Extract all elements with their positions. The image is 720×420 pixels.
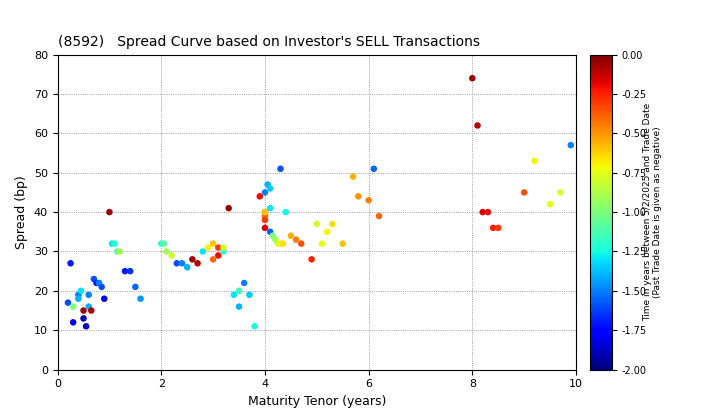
Point: [158, 240, 170, 247]
Point: [83, 303, 94, 310]
Point: [472, 122, 483, 129]
Point: [81, 323, 92, 330]
Point: [91, 280, 102, 286]
Point: [259, 189, 271, 196]
Point: [259, 213, 271, 219]
Point: [197, 248, 209, 255]
Point: [109, 240, 120, 247]
Point: [275, 165, 287, 172]
Point: [114, 248, 125, 255]
Point: [217, 248, 229, 255]
Point: [186, 256, 198, 263]
Point: [353, 193, 364, 199]
Point: [112, 248, 123, 255]
Point: [68, 303, 79, 310]
Y-axis label: Spread (bp): Spread (bp): [15, 175, 28, 249]
Point: [78, 315, 89, 322]
Point: [259, 209, 271, 215]
Point: [264, 228, 276, 235]
Point: [368, 165, 379, 172]
Point: [518, 189, 530, 196]
Point: [262, 181, 274, 188]
Point: [554, 189, 566, 196]
Point: [73, 291, 84, 298]
Point: [125, 268, 136, 275]
Point: [212, 244, 224, 251]
Point: [316, 240, 328, 247]
Point: [65, 260, 76, 267]
Point: [228, 291, 240, 298]
Point: [238, 280, 250, 286]
Point: [467, 75, 478, 81]
Point: [130, 284, 141, 290]
Point: [285, 232, 297, 239]
Point: [482, 209, 494, 215]
Point: [487, 224, 499, 231]
Point: [477, 209, 488, 215]
Point: [161, 248, 172, 255]
Point: [88, 276, 99, 282]
Point: [75, 287, 86, 294]
Point: [233, 287, 245, 294]
Point: [311, 220, 323, 227]
Point: [78, 307, 89, 314]
Point: [306, 256, 318, 263]
Point: [259, 224, 271, 231]
Point: [99, 295, 110, 302]
Point: [321, 228, 333, 235]
Point: [295, 240, 307, 247]
Point: [544, 201, 556, 207]
Point: [264, 185, 276, 192]
Point: [217, 244, 229, 251]
Point: [492, 224, 504, 231]
Point: [120, 268, 131, 275]
Point: [254, 193, 266, 199]
Point: [264, 205, 276, 212]
Point: [171, 260, 183, 267]
Point: [176, 260, 188, 267]
Point: [363, 197, 374, 204]
Point: [269, 236, 281, 243]
Point: [135, 295, 146, 302]
Point: [104, 209, 115, 215]
Point: [223, 205, 235, 212]
Point: [528, 158, 540, 164]
Text: (8592)   Spread Curve based on Investor's SELL Transactions: (8592) Spread Curve based on Investor's …: [58, 35, 480, 49]
Point: [327, 220, 338, 227]
Point: [62, 299, 73, 306]
Point: [259, 209, 271, 215]
Point: [275, 240, 287, 247]
Point: [373, 213, 384, 219]
Point: [94, 280, 105, 286]
Point: [290, 236, 302, 243]
Point: [202, 244, 214, 251]
Point: [73, 295, 84, 302]
Point: [272, 240, 284, 247]
Point: [166, 252, 177, 259]
Point: [233, 303, 245, 310]
Point: [337, 240, 348, 247]
Point: [347, 173, 359, 180]
X-axis label: Maturity Tenor (years): Maturity Tenor (years): [248, 395, 386, 408]
Point: [181, 264, 193, 270]
Point: [156, 240, 167, 247]
Point: [249, 323, 261, 330]
Point: [68, 319, 79, 326]
Point: [207, 240, 219, 247]
Point: [192, 260, 203, 267]
Point: [267, 232, 279, 239]
Point: [243, 291, 255, 298]
Point: [207, 256, 219, 263]
Point: [280, 209, 292, 215]
Point: [107, 240, 118, 247]
Point: [212, 252, 224, 259]
Point: [86, 307, 97, 314]
Point: [565, 142, 577, 149]
Point: [259, 217, 271, 223]
Point: [277, 240, 289, 247]
Point: [96, 284, 107, 290]
Point: [83, 291, 94, 298]
Y-axis label: Time in years between 5/2/2025 and Trade Date
(Past Trade Date is given as negat: Time in years between 5/2/2025 and Trade…: [643, 103, 662, 321]
